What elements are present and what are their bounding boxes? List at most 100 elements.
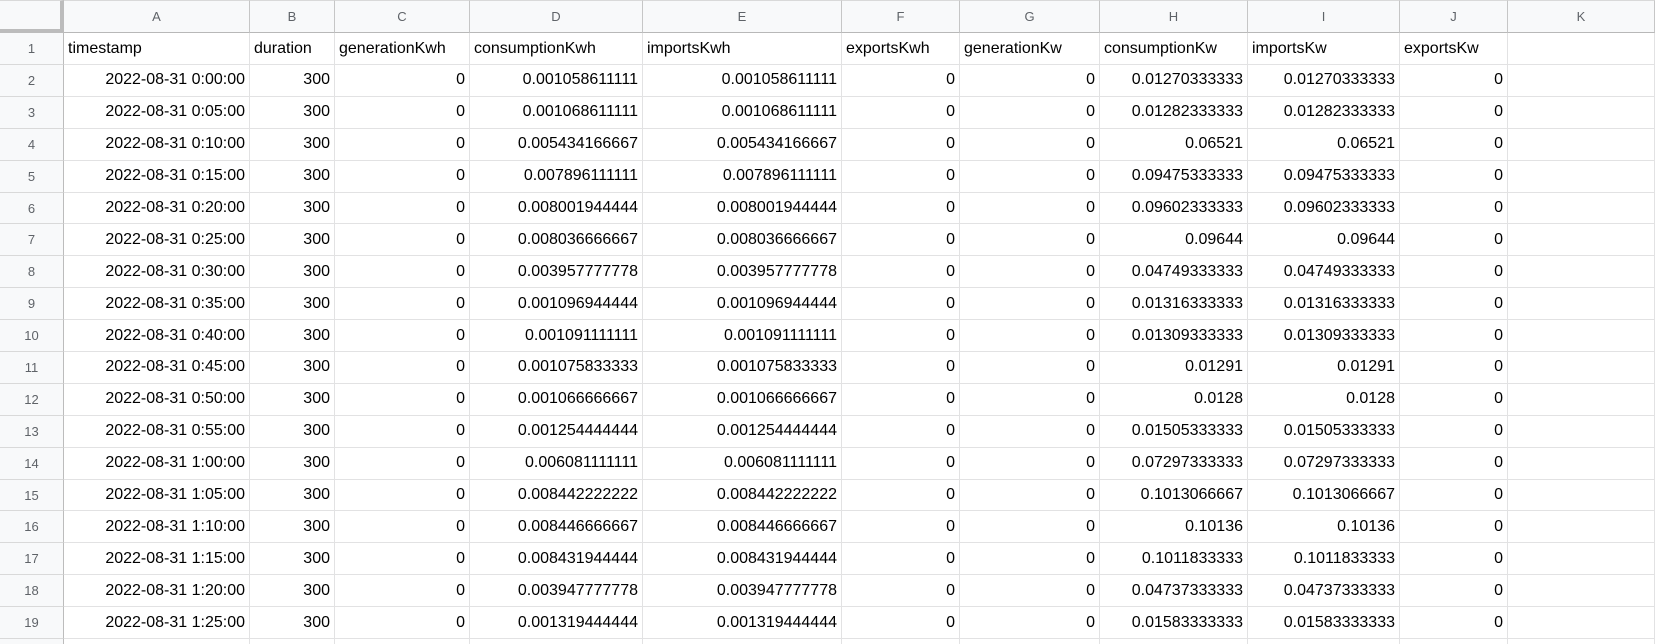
- cell-i1[interactable]: importsKw: [1248, 33, 1400, 65]
- cell-a11[interactable]: 2022-08-31 0:45:00: [64, 352, 250, 384]
- cell-c10[interactable]: 0: [335, 320, 470, 353]
- cell-j5[interactable]: 0: [1400, 160, 1508, 193]
- cell-e10[interactable]: 0.001091111111: [643, 320, 842, 353]
- cell-i7[interactable]: 0.09644: [1248, 224, 1400, 257]
- cell-k2[interactable]: [1508, 65, 1655, 97]
- cell-b16[interactable]: 300: [250, 511, 335, 544]
- cell-g10[interactable]: 0: [960, 320, 1100, 353]
- cell-h19[interactable]: 0.01583333333: [1100, 607, 1248, 640]
- cell-k9[interactable]: [1508, 288, 1655, 321]
- column-header-f[interactable]: F: [842, 0, 960, 33]
- cell-k14[interactable]: [1508, 447, 1655, 480]
- cell-h10[interactable]: 0.01309333333: [1100, 320, 1248, 353]
- column-header-h[interactable]: H: [1100, 0, 1248, 33]
- cell-j3[interactable]: 0: [1400, 96, 1508, 129]
- cell-g8[interactable]: 0: [960, 256, 1100, 289]
- cell-a17[interactable]: 2022-08-31 1:15:00: [64, 543, 250, 576]
- cell-f19[interactable]: 0: [842, 607, 960, 640]
- cell-f8[interactable]: 0: [842, 256, 960, 289]
- cell-d10[interactable]: 0.001091111111: [470, 320, 643, 353]
- cell-h6[interactable]: 0.09602333333: [1100, 192, 1248, 225]
- cell-c9[interactable]: 0: [335, 288, 470, 321]
- cell-h2[interactable]: 0.01270333333: [1100, 65, 1248, 97]
- row-number[interactable]: 4: [0, 128, 64, 161]
- column-header-c[interactable]: C: [335, 0, 470, 33]
- cell-a14[interactable]: 2022-08-31 1:00:00: [64, 447, 250, 480]
- cell-i6[interactable]: 0.09602333333: [1248, 192, 1400, 225]
- cell-d14[interactable]: 0.006081111111: [470, 447, 643, 480]
- cell-a12[interactable]: 2022-08-31 0:50:00: [64, 383, 250, 416]
- cell-g17[interactable]: 0: [960, 543, 1100, 576]
- cell-d15[interactable]: 0.008442222222: [470, 479, 643, 512]
- cell-k12[interactable]: [1508, 383, 1655, 416]
- cell-f18[interactable]: 0: [842, 575, 960, 608]
- cell-d12[interactable]: 0.001066666667: [470, 383, 643, 416]
- cell-j15[interactable]: 0: [1400, 479, 1508, 512]
- cell-e18[interactable]: 0.003947777778: [643, 575, 842, 608]
- cell-b5[interactable]: 300: [250, 160, 335, 193]
- cell-b10[interactable]: 300: [250, 320, 335, 353]
- row-number[interactable]: 6: [0, 192, 64, 225]
- cell-i18[interactable]: 0.04737333333: [1248, 575, 1400, 608]
- cell-a15[interactable]: 2022-08-31 1:05:00: [64, 479, 250, 512]
- cell-d5[interactable]: 0.007896111111: [470, 160, 643, 193]
- cell-k10[interactable]: [1508, 320, 1655, 353]
- cell-j6[interactable]: 0: [1400, 192, 1508, 225]
- cell-j17[interactable]: 0: [1400, 543, 1508, 576]
- cell-j13[interactable]: 0: [1400, 415, 1508, 448]
- cell-i5[interactable]: 0.09475333333: [1248, 160, 1400, 193]
- cell-a9[interactable]: 2022-08-31 0:35:00: [64, 288, 250, 321]
- cell-c16[interactable]: 0: [335, 511, 470, 544]
- cell-h12[interactable]: 0.0128: [1100, 383, 1248, 416]
- row-number[interactable]: 8: [0, 256, 64, 289]
- cell-i8[interactable]: 0.04749333333: [1248, 256, 1400, 289]
- row-number[interactable]: 18: [0, 575, 64, 608]
- cell-c14[interactable]: 0: [335, 447, 470, 480]
- cell-j2[interactable]: 0: [1400, 65, 1508, 97]
- cell-c4[interactable]: 0: [335, 128, 470, 161]
- cell-h9[interactable]: 0.01316333333: [1100, 288, 1248, 321]
- cell-a16[interactable]: 2022-08-31 1:10:00: [64, 511, 250, 544]
- cell-a6[interactable]: 2022-08-31 0:20:00: [64, 192, 250, 225]
- cell-g6[interactable]: 0: [960, 192, 1100, 225]
- cell-e12[interactable]: 0.001066666667: [643, 383, 842, 416]
- cell-b13[interactable]: 300: [250, 415, 335, 448]
- column-header-j[interactable]: J: [1400, 0, 1508, 33]
- cell-f7[interactable]: 0: [842, 224, 960, 257]
- cell-c11[interactable]: 0: [335, 352, 470, 384]
- cell-e17[interactable]: 0.008431944444: [643, 543, 842, 576]
- cell-e9[interactable]: 0.001096944444: [643, 288, 842, 321]
- cell-c6[interactable]: 0: [335, 192, 470, 225]
- column-header-e[interactable]: E: [643, 0, 842, 33]
- cell-f5[interactable]: 0: [842, 160, 960, 193]
- cell-h13[interactable]: 0.01505333333: [1100, 415, 1248, 448]
- cell-e1[interactable]: importsKwh: [643, 33, 842, 65]
- cell-f15[interactable]: 0: [842, 479, 960, 512]
- cell-h7[interactable]: 0.09644: [1100, 224, 1248, 257]
- cell-c19[interactable]: 0: [335, 607, 470, 640]
- cell-f12[interactable]: 0: [842, 383, 960, 416]
- cell-a10[interactable]: 2022-08-31 0:40:00: [64, 320, 250, 353]
- cell-h4[interactable]: 0.06521: [1100, 128, 1248, 161]
- cell-c7[interactable]: 0: [335, 224, 470, 257]
- cell-c17[interactable]: 0: [335, 543, 470, 576]
- cell-k16[interactable]: [1508, 511, 1655, 544]
- cell-i19[interactable]: 0.01583333333: [1248, 607, 1400, 640]
- cell-e15[interactable]: 0.008442222222: [643, 479, 842, 512]
- cell-h15[interactable]: 0.1013066667: [1100, 479, 1248, 512]
- cell-f1[interactable]: exportsKwh: [842, 33, 960, 65]
- cell-f10[interactable]: 0: [842, 320, 960, 353]
- cell-j4[interactable]: 0: [1400, 128, 1508, 161]
- cell-k13[interactable]: [1508, 415, 1655, 448]
- cell-g9[interactable]: 0: [960, 288, 1100, 321]
- cell-d6[interactable]: 0.008001944444: [470, 192, 643, 225]
- cell-i16[interactable]: 0.10136: [1248, 511, 1400, 544]
- cell-e6[interactable]: 0.008001944444: [643, 192, 842, 225]
- cell-b9[interactable]: 300: [250, 288, 335, 321]
- cell-h1[interactable]: consumptionKw: [1100, 33, 1248, 65]
- cell-j10[interactable]: 0: [1400, 320, 1508, 353]
- row-number[interactable]: 13: [0, 415, 64, 448]
- cell-k6[interactable]: [1508, 192, 1655, 225]
- column-header-b[interactable]: B: [250, 0, 335, 33]
- cell-c12[interactable]: 0: [335, 383, 470, 416]
